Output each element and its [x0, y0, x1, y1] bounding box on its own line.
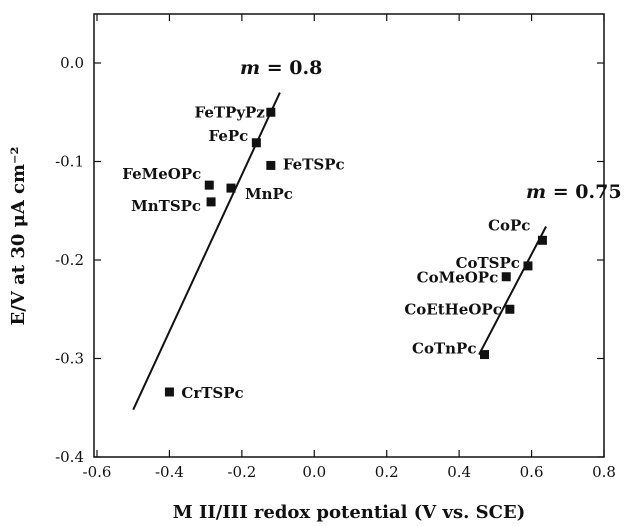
x-tick-label: 0.4 [447, 463, 471, 481]
data-point [505, 304, 515, 314]
x-tick-label: -0.6 [83, 463, 112, 481]
points-layer [164, 107, 547, 397]
point-label: CoEtHeOPc [404, 300, 502, 318]
x-tick-label: 0.0 [302, 463, 326, 481]
point-label: CoPc [488, 216, 530, 234]
fit-line [478, 226, 547, 356]
y-tick-label: -0.3 [55, 350, 84, 368]
point-label: CoTSPc [456, 254, 520, 272]
x-tick-label: -0.2 [227, 463, 256, 481]
data-point [164, 387, 174, 397]
plot-frame [93, 13, 605, 458]
point-label: FeTPyPz [195, 103, 266, 121]
x-tick-label: 0.8 [592, 463, 616, 481]
point-label: CoTnPc [412, 340, 476, 358]
point-label: FeTSPc [283, 155, 345, 173]
data-point [206, 197, 216, 207]
y-tick-label: 0.0 [60, 54, 84, 72]
fit-lines-layer [132, 92, 547, 411]
slope-label: m = 0.75 [526, 181, 622, 203]
x-axis-title: M II/III redox potential (V vs. SCE) [173, 502, 525, 523]
data-point [266, 107, 276, 117]
y-tick-label: -0.4 [55, 448, 84, 466]
x-tick-label: 0.6 [520, 463, 544, 481]
ticks-layer: -0.6 -0.4 -0.2 0.0 0.2 0.4 0.6 0.80.0-0.1-0.2-0… [55, 14, 616, 481]
data-point [226, 183, 236, 193]
point-label: CoMeOPc [417, 269, 499, 287]
data-point [479, 350, 489, 360]
x-tick-label: 0.2 [375, 463, 399, 481]
point-labels-layer: FeTPyPz FePc FeTSPc FeMeOPc MnPc MnTSPc CrTSPc… [122, 103, 530, 402]
y-tick-label: -0.2 [55, 251, 84, 269]
point-label: MnPc [245, 185, 293, 203]
slope-labels-layer: m = 0.8 m = 0.75 [240, 57, 622, 203]
y-axis-title: E/V at 30 μA cm⁻² [8, 147, 29, 326]
point-label: CrTSPc [181, 384, 243, 402]
data-point [266, 160, 276, 170]
data-point [251, 138, 261, 148]
data-point [537, 235, 547, 245]
x-tick-label: -0.4 [155, 463, 184, 481]
y-tick-label: -0.1 [55, 153, 84, 171]
data-point [204, 180, 214, 190]
data-point [501, 272, 511, 282]
data-point [523, 261, 533, 271]
slope-label: m = 0.8 [240, 57, 322, 79]
point-label: FePc [209, 127, 249, 145]
point-label: MnTSPc [131, 197, 201, 215]
point-label: FeMeOPc [122, 165, 201, 183]
